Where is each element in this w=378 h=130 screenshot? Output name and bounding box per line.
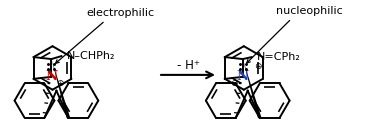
Text: ⊖: ⊖ [230,79,237,88]
Text: ⊕: ⊕ [56,79,63,88]
Text: - H⁺: - H⁺ [177,58,200,72]
Text: electrophilic: electrophilic [86,8,154,18]
Text: nucleophilic: nucleophilic [276,6,343,16]
Text: N–CHPh₂: N–CHPh₂ [67,51,116,61]
Text: ⊕: ⊕ [254,63,262,72]
Text: N=CPh₂: N=CPh₂ [257,52,301,62]
Text: N: N [45,70,57,83]
Polygon shape [243,59,261,118]
Polygon shape [51,59,70,118]
Text: N: N [237,70,249,83]
